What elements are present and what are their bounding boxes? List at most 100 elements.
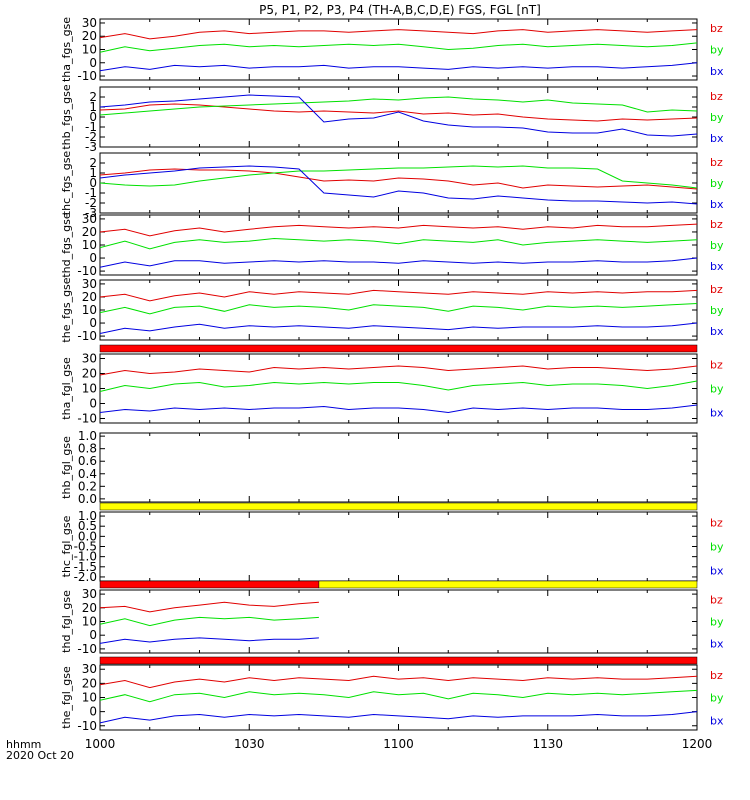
y-tick-label: 0	[89, 110, 97, 124]
series-label-by: by	[710, 111, 724, 124]
series-by	[99, 303, 698, 315]
y-tick-label: 30	[82, 212, 97, 226]
y-tick-label: 0	[89, 56, 97, 70]
series-by	[99, 96, 698, 116]
y-tick-label: 30	[82, 352, 97, 366]
y-tick-label: 0.2	[78, 479, 97, 493]
panel-ylabel: tha_fgl_gse	[60, 357, 73, 420]
y-tick-label: -10	[77, 642, 97, 656]
y-tick-label: 20	[82, 29, 97, 43]
y-tick-label: -10	[77, 329, 97, 343]
y-tick-label: 1	[89, 166, 97, 180]
series-label-by: by	[710, 177, 724, 190]
panel-ylabel: tha_fgs_gse	[60, 17, 73, 82]
y-tick-label: -10	[77, 719, 97, 733]
series-label-by: by	[710, 541, 724, 554]
series-bx	[99, 637, 319, 644]
y-tick-label: 30	[82, 277, 97, 291]
y-tick-label: -2	[85, 196, 97, 210]
status-bars-group	[99, 344, 698, 665]
series-label-by: by	[710, 304, 724, 317]
series-bz	[99, 365, 698, 376]
panel-frame	[99, 511, 698, 582]
time-axis: 1000 1030 1100 1130 1200	[85, 737, 713, 751]
y-tick-label: 20	[82, 225, 97, 239]
y-tick-label: -1.5	[74, 560, 97, 574]
time-tick-label: 1100	[383, 737, 414, 751]
series-label-bx: bx	[710, 260, 724, 273]
series-label-bx: bx	[710, 565, 724, 578]
y-tick-label: 20	[82, 290, 97, 304]
y-tick-label: 30	[82, 587, 97, 601]
y-tick-label: 30	[82, 662, 97, 676]
series-by	[99, 237, 698, 250]
series-by	[99, 689, 698, 703]
series-label-by: by	[710, 616, 724, 629]
y-tick-label: -1	[85, 120, 97, 134]
y-tick-label: -2	[85, 130, 97, 144]
series-bz	[99, 103, 698, 122]
series-bz	[99, 29, 698, 40]
series-by	[99, 380, 698, 392]
series-label-bz: bz	[710, 22, 723, 35]
panel-ylabel: thb_fgs_gse	[60, 84, 73, 150]
panel-frame	[99, 664, 698, 731]
series-bz	[99, 289, 698, 302]
y-tick-label: 10	[82, 615, 97, 629]
status-bar-red	[99, 656, 698, 665]
y-tick-label: -10	[77, 264, 97, 278]
panel-frame	[99, 432, 698, 503]
panel-frame	[99, 86, 698, 148]
status-bar-yellow	[99, 502, 698, 511]
panel-frame	[99, 214, 698, 276]
y-tick-label: 10	[82, 382, 97, 396]
series-label-bx: bx	[710, 714, 724, 727]
series-by	[99, 165, 698, 189]
status-bar-red	[99, 344, 698, 353]
y-tick-label: -3	[85, 140, 97, 154]
series-label-bx: bx	[710, 132, 724, 145]
series-label-bx: bx	[710, 65, 724, 78]
series-label-bz: bz	[710, 218, 723, 231]
y-tick-label: 20	[82, 601, 97, 615]
status-bar-red	[99, 580, 320, 589]
series-label-bx: bx	[710, 407, 724, 420]
panel-frame	[99, 589, 698, 654]
y-tick-label: 0	[89, 705, 97, 719]
y-tick-label: 10	[82, 691, 97, 705]
time-axis-row-label: hhmm	[6, 738, 41, 751]
panel-ylabel: thb_fgl_gse	[60, 436, 73, 499]
plot-title: P5, P1, P2, P3, P4 (TH-A,B,C,D,E) FGS, F…	[259, 3, 541, 17]
series-by	[99, 616, 319, 627]
y-tick-label: 0.5	[78, 519, 97, 533]
series-bz	[99, 223, 698, 237]
time-tick-label: 1030	[234, 737, 265, 751]
time-tick-label: 1200	[682, 737, 713, 751]
panel-ylabel: thc_fgl_gse	[60, 515, 73, 577]
y-tick-label: 10	[82, 238, 97, 252]
y-tick-label: 2	[89, 156, 97, 170]
y-tick-label: 2	[89, 90, 97, 104]
series-label-bx: bx	[710, 198, 724, 211]
series-bx	[99, 404, 698, 414]
series-bx	[99, 257, 698, 268]
series-bx	[99, 94, 698, 137]
series-bz	[99, 168, 698, 190]
y-tick-label: 0.8	[78, 442, 97, 456]
y-tick-label: -1.0	[74, 550, 97, 564]
series-bx	[99, 165, 698, 205]
series-label-bz: bz	[710, 669, 723, 682]
series-label-by: by	[710, 692, 724, 705]
series-label-bz: bz	[710, 90, 723, 103]
series-label-bz: bz	[710, 593, 723, 606]
y-tick-label: 0	[89, 176, 97, 190]
panel-ylabel: thd_fgl_gse	[60, 590, 73, 653]
panel-thc_fgl_gse: -2.0-1.5-1.0-0.50.00.51.0 thc_fgl_gse bz by…	[60, 509, 724, 584]
